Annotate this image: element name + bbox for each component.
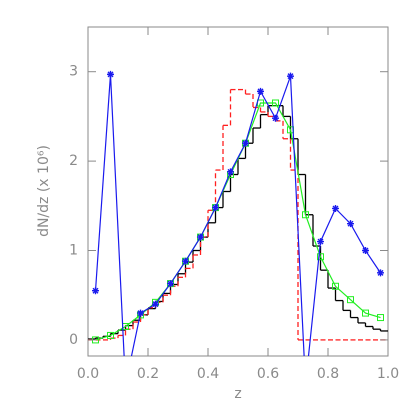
point-marker [137, 309, 144, 317]
plot-frame [87, 26, 389, 357]
point-marker [197, 233, 204, 241]
y-tick-label: 2 [69, 153, 78, 169]
point-marker [272, 99, 279, 107]
point-marker [332, 282, 339, 290]
point-marker [257, 87, 264, 95]
point-marker [107, 70, 114, 78]
x-tick-label: 0.8 [317, 366, 339, 382]
series-line [95, 102, 381, 341]
point-marker [362, 309, 369, 317]
point-marker [182, 257, 189, 265]
point-marker [167, 280, 174, 288]
point-marker [317, 238, 324, 246]
point-marker [302, 211, 309, 219]
point-marker [227, 168, 234, 176]
point-marker [347, 296, 354, 304]
y-axis-label: dN/dz (x 10⁶) [36, 145, 52, 237]
plot-area [88, 70, 388, 388]
point-marker [302, 381, 309, 388]
point-marker [287, 72, 294, 80]
point-marker [242, 139, 249, 147]
series-line [94, 74, 381, 356]
x-tick-label: 0.4 [197, 366, 219, 382]
point-marker [362, 247, 369, 255]
point-marker [377, 269, 384, 277]
point-marker [377, 314, 384, 322]
y-tick-label: 3 [69, 64, 78, 80]
point-marker [212, 204, 219, 212]
point-marker [272, 114, 279, 122]
y-tick-label: 1 [69, 243, 78, 259]
x-axis-label: z [234, 386, 241, 402]
x-tick-label: 0.2 [137, 366, 159, 382]
x-tick-label: 1.0 [377, 366, 399, 382]
point-marker [107, 331, 114, 339]
point-marker [347, 220, 354, 228]
point-marker [332, 204, 339, 212]
point-marker [92, 287, 99, 295]
point-marker [152, 300, 159, 308]
point-marker [317, 253, 324, 261]
point-marker [122, 381, 129, 388]
x-tick-label: 0.6 [257, 366, 279, 382]
x-tick-label: 0.0 [77, 366, 99, 382]
y-tick-label: 0 [69, 332, 78, 348]
